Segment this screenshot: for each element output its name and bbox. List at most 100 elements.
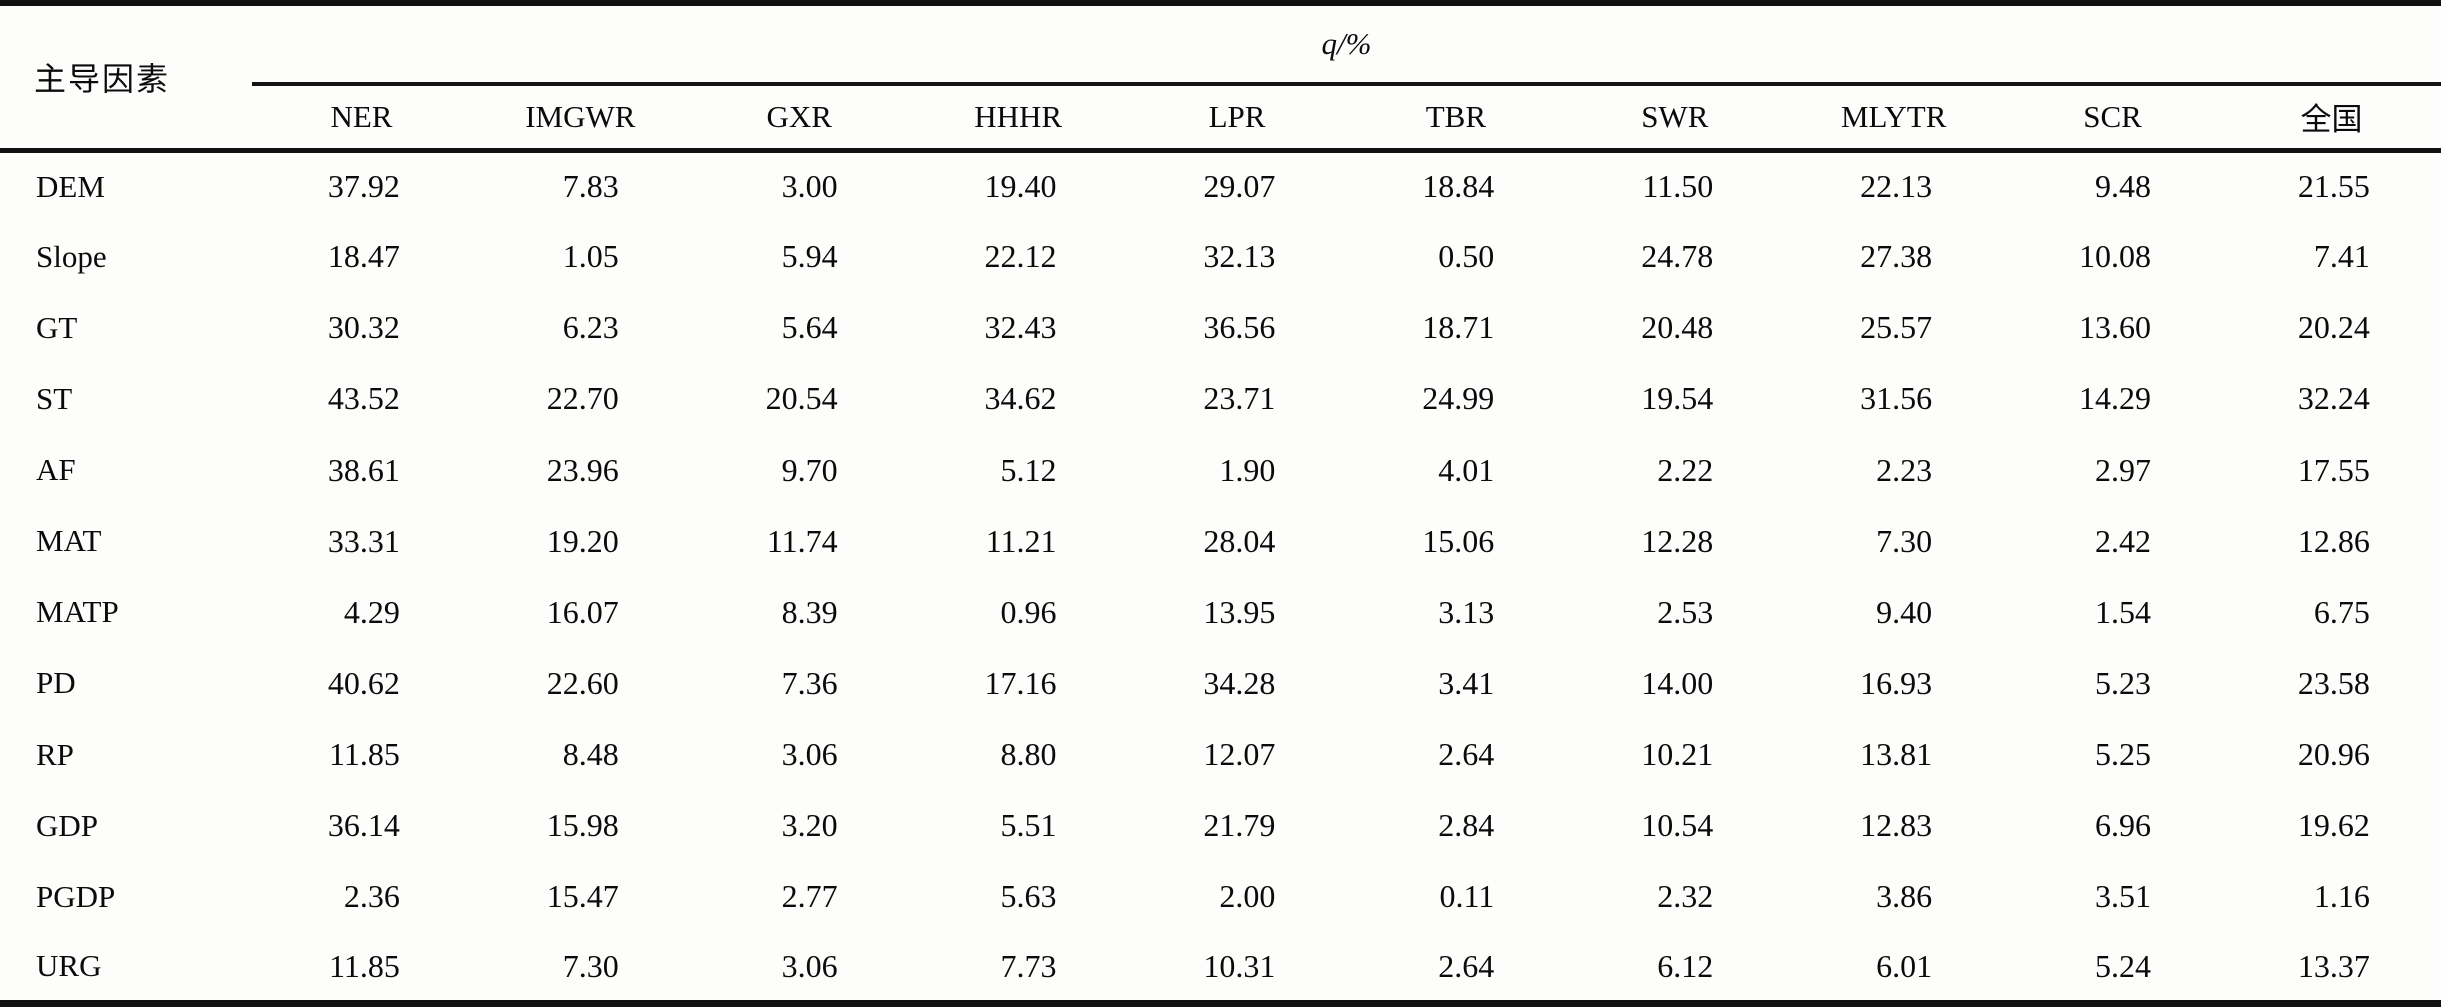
value-cell: 38.61 [327,451,400,488]
value-cell: 36.56 [1203,309,1276,346]
column-header-row: NER IMGWR GXR HHHR LPR TBR SWR MLYTR SCR 全国 [0,84,2441,153]
value-cell: 5.63 [1000,878,1057,915]
table-row-af: AF 38.61 23.96 9.70 5.12 1.90 4.01 2.22 2.23 2.97… [0,435,2441,506]
table-row-dem: DEM 37.92 7.83 3.00 19.40 29.07 18.84 11.50 22.1… [0,150,2441,221]
row-label-dem: DEM [36,168,105,204]
value-cell: 32.43 [984,309,1057,346]
value-cell: 2.97 [2094,451,2151,488]
value-cell: 28.04 [1203,522,1276,559]
value-cell: 2.42 [2094,522,2151,559]
row-label-rp: RP [36,736,74,772]
row-label-mat: MAT [36,523,102,559]
value-cell: 11.85 [329,736,400,773]
value-cell: 10.54 [1641,807,1714,844]
value-cell: 3.06 [781,947,838,984]
value-cell: 5.64 [781,309,838,346]
value-cell: 8.39 [781,593,838,630]
span-header-row: 主导因素 q/% [0,3,2441,153]
value-cell: 34.28 [1203,664,1276,701]
table-row-pgdp: PGDP 2.36 15.47 2.77 5.63 2.00 0.11 2.32 3.86 3.5… [0,861,2441,932]
value-cell: 3.13 [1438,593,1495,630]
value-cell: 19.20 [546,522,619,559]
table-row-st: ST 43.52 22.70 20.54 34.62 23.71 24.99 19.54 31.… [0,363,2441,434]
value-cell: 40.62 [327,664,400,701]
value-cell: 22.70 [546,380,619,417]
value-cell: 8.80 [1000,736,1057,773]
value-cell: 6.75 [2313,593,2370,630]
value-cell: 25.57 [1860,309,1933,346]
column-header-1: NER [252,84,471,153]
value-cell: 3.41 [1438,664,1495,701]
value-cell: 20.24 [2297,309,2370,346]
column-header-3: GXR [689,84,909,153]
value-cell: 13.60 [2078,309,2151,346]
value-cell: 2.00 [1219,878,1276,915]
column-header-4: HHHR [908,84,1128,153]
value-cell: 5.51 [1000,807,1057,844]
column-header-2: IMGWR [470,84,690,153]
value-cell: 11.21 [985,522,1057,559]
value-cell: 4.01 [1438,451,1495,488]
column-header-7: SWR [1565,84,1785,153]
value-cell: 22.12 [984,238,1057,275]
value-cell: 6.01 [1876,947,1933,984]
value-cell: 3.86 [1876,878,1933,915]
row-label-slope: Slope [36,238,107,274]
value-cell: 0.50 [1438,238,1495,275]
row-label-pgdp: PGDP [36,878,116,914]
value-cell: 0.11 [1439,878,1495,915]
value-cell: 5.25 [2094,736,2151,773]
value-cell: 34.62 [984,380,1057,417]
value-cell: 31.56 [1860,380,1933,417]
table-row-pd: PD 40.62 22.60 7.36 17.16 34.28 3.41 14.00 16.93… [0,648,2441,719]
value-cell: 24.99 [1422,380,1495,417]
value-cell: 11.74 [766,522,838,559]
value-cell: 8.48 [562,736,619,773]
value-cell: 21.79 [1203,807,1276,844]
value-cell: 3.20 [781,807,838,844]
value-cell: 37.92 [327,168,400,205]
value-cell: 7.41 [2313,238,2370,275]
table-row-matp: MATP 4.29 16.07 8.39 0.96 13.95 3.13 2.53 9.40 1.… [0,577,2441,648]
value-cell: 32.13 [1203,238,1276,275]
value-cell: 2.53 [1657,593,1714,630]
row-label-pd: PD [36,665,76,701]
value-cell: 16.07 [546,593,619,630]
value-cell: 14.00 [1641,664,1714,701]
value-cell: 2.36 [343,878,400,915]
value-cell: 7.30 [1876,522,1933,559]
value-cell: 23.96 [546,451,619,488]
value-cell: 2.64 [1438,947,1495,984]
value-cell: 12.86 [2297,522,2370,559]
value-cell: 7.36 [781,664,838,701]
column-header-10: 全国 [2222,84,2441,153]
value-cell: 22.60 [546,664,619,701]
value-cell: 10.08 [2078,238,2151,275]
value-cell: 3.00 [781,168,838,205]
row-label-gt: GT [36,309,78,345]
q-percent-span-header: q/% [252,3,2441,86]
value-cell: 5.12 [1000,451,1057,488]
value-cell: 11.50 [1642,168,1714,205]
value-cell: 6.23 [562,309,619,346]
column-header-9: SCR [2003,84,2223,153]
value-cell: 43.52 [327,380,400,417]
value-cell: 7.30 [562,947,619,984]
value-cell: 2.64 [1438,736,1495,773]
value-cell: 16.93 [1860,664,1933,701]
value-cell: 1.90 [1219,451,1276,488]
dominant-factor-header: 主导因素 [0,3,252,153]
value-cell: 19.62 [2297,807,2370,844]
value-cell: 7.83 [562,168,619,205]
table-header: 主导因素 q/% NER IMGWR GXR HHHR LPR TBR SWR MLYTR SC… [0,3,2441,153]
value-cell: 21.55 [2297,168,2370,205]
value-cell: 11.85 [329,947,400,984]
value-cell: 18.71 [1422,309,1495,346]
value-cell: 17.16 [984,664,1057,701]
value-cell: 17.55 [2297,451,2370,488]
value-cell: 27.38 [1860,238,1933,275]
value-cell: 15.98 [546,807,619,844]
value-cell: 29.07 [1203,168,1276,205]
